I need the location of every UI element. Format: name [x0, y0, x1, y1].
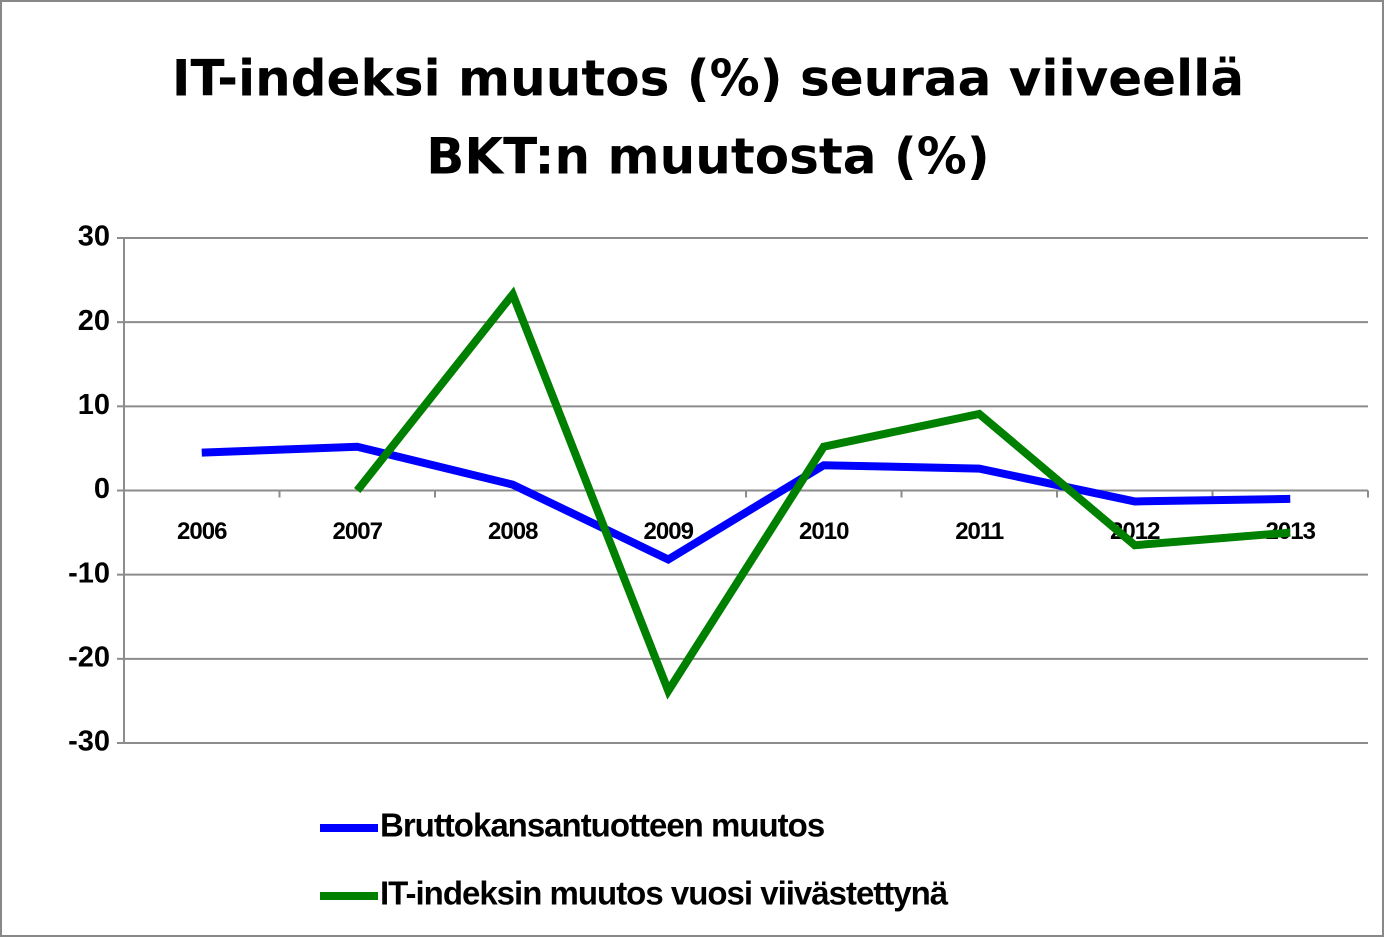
x-tick-label: 2009: [644, 518, 694, 545]
series-line: [354, 286, 1291, 700]
chart-title: BKT:n muutosta (%): [426, 128, 989, 186]
y-tick-label: 10: [78, 389, 110, 421]
x-tick-label: 2006: [177, 518, 227, 545]
y-tick-label: -30: [68, 726, 110, 758]
y-tick-label: 0: [94, 473, 110, 505]
x-tick-label: 2010: [799, 518, 849, 545]
x-tick-label: 2008: [488, 518, 538, 545]
y-tick-label: 30: [78, 221, 110, 253]
chart-title: IT-indeksi muutos (%) seuraa viiveellä: [172, 50, 1244, 108]
legend-label: IT-indeksin muutos vuosi viivästettynä: [380, 875, 949, 912]
legend-label: Bruttokansantuotteen muutos: [380, 807, 824, 844]
y-tick-label: -20: [68, 641, 110, 673]
x-tick-label: 2011: [955, 518, 1004, 545]
y-tick-label: -10: [68, 557, 110, 589]
y-tick-label: 20: [78, 305, 110, 337]
x-tick-label: 2007: [333, 518, 383, 545]
